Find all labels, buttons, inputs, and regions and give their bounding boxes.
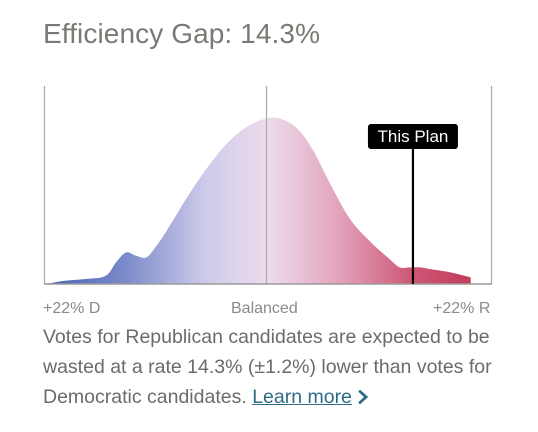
distribution-area <box>45 117 471 284</box>
x-tick-dem: +22% D <box>43 300 101 317</box>
learn-more-link[interactable]: Learn more <box>252 386 352 408</box>
x-tick-rep: +22% R <box>433 300 491 317</box>
this-plan-label: This Plan <box>378 127 449 146</box>
x-tick-balanced: Balanced <box>231 300 298 317</box>
page-title: Efficiency Gap: 14.3% <box>43 18 321 49</box>
description: Votes for Republican candidates are expe… <box>43 322 513 413</box>
this-plan-label-box <box>367 124 458 149</box>
efficiency-gap-chart: This Plan <box>43 86 493 285</box>
chevron-right-icon[interactable] <box>358 383 368 413</box>
learn-more-label: Learn more <box>252 386 352 408</box>
description-text: Votes for Republican candidates are expe… <box>43 326 492 408</box>
